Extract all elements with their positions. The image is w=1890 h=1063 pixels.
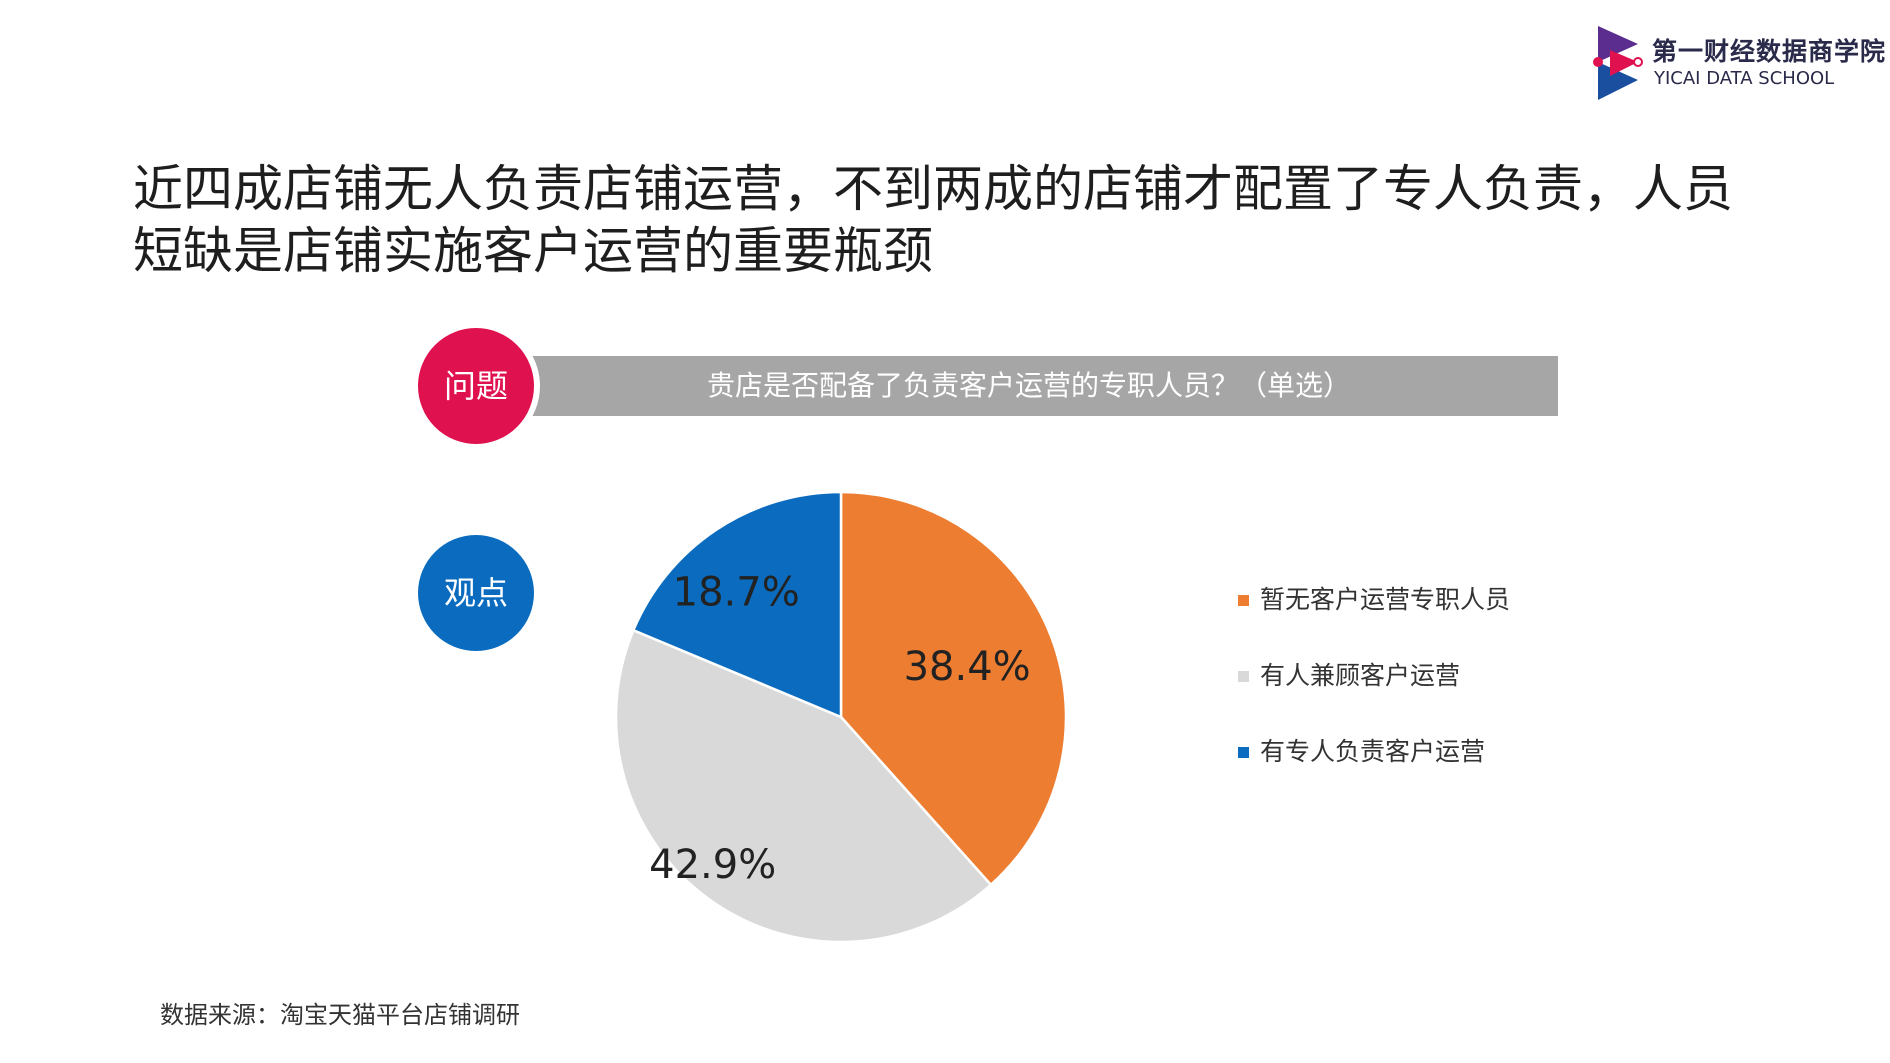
question-bar: 贵店是否配备了负责客户运营的专职人员？（单选） [500, 356, 1558, 416]
page-title-line-1: 近四成店铺无人负责店铺运营，不到两成的店铺才配置了专人负责，人员 [133, 160, 1733, 218]
legend-swatch-1 [1238, 595, 1249, 606]
legend-label-1: 暂无客户运营专职人员 [1260, 585, 1511, 614]
logo-en-text: YICAI DATA SCHOOL [1654, 68, 1835, 89]
viewpoint-badge: 观点 [418, 535, 534, 651]
page-title: 近四成店铺无人负责店铺运营，不到两成的店铺才配置了专人负责，人员 短缺是店铺实施… [133, 158, 1793, 282]
pie-label-2: 42.9% [649, 842, 776, 888]
pie-label-1: 38.4% [904, 644, 1031, 690]
question-text: 贵店是否配备了负责客户运营的专职人员？（单选） [706, 369, 1351, 402]
logo-cn-text: 第一财经数据商学院 [1652, 37, 1887, 66]
brand-logo: 第一财经数据商学院 YICAI DATA SCHOOL [1592, 22, 1885, 108]
legend-label-2: 有人兼顾客户运营 [1260, 661, 1461, 690]
pie-slice-3 [631, 490, 843, 719]
pie-label-3: 18.7% [673, 570, 800, 616]
pie-slice-1 [839, 490, 1068, 887]
legend-swatch-2 [1238, 671, 1249, 682]
legend-swatch-3 [1238, 747, 1249, 758]
question-badge: 问题 [412, 322, 540, 450]
legend-label-3: 有专人负责客户运营 [1260, 737, 1486, 766]
pie-slice-2 [614, 628, 993, 944]
logo-mark-icon [1593, 26, 1643, 100]
page-title-line-2: 短缺是店铺实施客户运营的重要瓶颈 [133, 222, 933, 280]
data-source-note: 数据来源：淘宝天猫平台店铺调研 [160, 1001, 520, 1029]
